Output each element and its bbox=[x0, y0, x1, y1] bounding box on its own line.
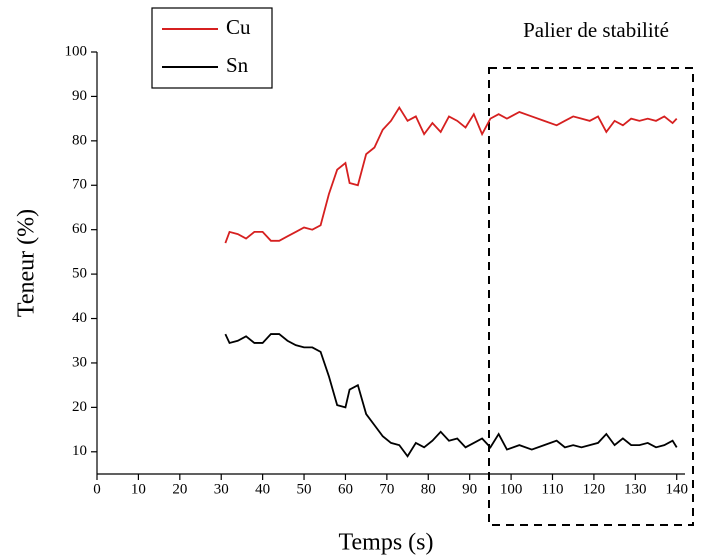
x-tick-label: 140 bbox=[665, 481, 688, 497]
line-series bbox=[224, 105, 678, 244]
x-tick-label: 80 bbox=[421, 481, 436, 497]
annotation: Palier de stabilité bbox=[523, 18, 669, 42]
y-tick-label: 30 bbox=[72, 354, 87, 370]
x-tick-label: 10 bbox=[131, 481, 146, 497]
legend-label: Cu bbox=[226, 15, 251, 39]
legend-label: Sn bbox=[226, 53, 249, 77]
y-tick-label: 10 bbox=[72, 443, 87, 459]
x-tick-label: 50 bbox=[297, 481, 312, 497]
x-tick-label: 130 bbox=[624, 481, 647, 497]
x-tick-label: 60 bbox=[338, 481, 353, 497]
y-tick-label: 60 bbox=[72, 221, 87, 237]
y-tick-label: 70 bbox=[72, 177, 87, 193]
y-tick-label: 80 bbox=[72, 132, 87, 148]
x-tick-label: 0 bbox=[93, 481, 101, 497]
x-tick-label: 120 bbox=[583, 481, 606, 497]
y-tick-label: 90 bbox=[72, 88, 87, 104]
x-tick-label: 90 bbox=[462, 481, 477, 497]
x-tick-label: 70 bbox=[379, 481, 394, 497]
y-tick-label: 100 bbox=[65, 43, 88, 59]
line-series bbox=[224, 333, 678, 458]
y-tick-label: 20 bbox=[72, 399, 87, 415]
x-tick-label: 110 bbox=[542, 481, 564, 497]
stability-box bbox=[488, 67, 694, 526]
x-tick-label: 20 bbox=[172, 481, 187, 497]
x-axis-title: Temps (s) bbox=[339, 530, 434, 556]
y-tick-label: 50 bbox=[72, 266, 87, 282]
x-tick-label: 40 bbox=[255, 481, 270, 497]
x-tick-label: 100 bbox=[500, 481, 523, 497]
y-axis-title: Teneur (%) bbox=[14, 209, 40, 317]
legend-box bbox=[151, 7, 273, 89]
y-tick-label: 40 bbox=[72, 310, 87, 326]
x-tick-label: 30 bbox=[214, 481, 229, 497]
